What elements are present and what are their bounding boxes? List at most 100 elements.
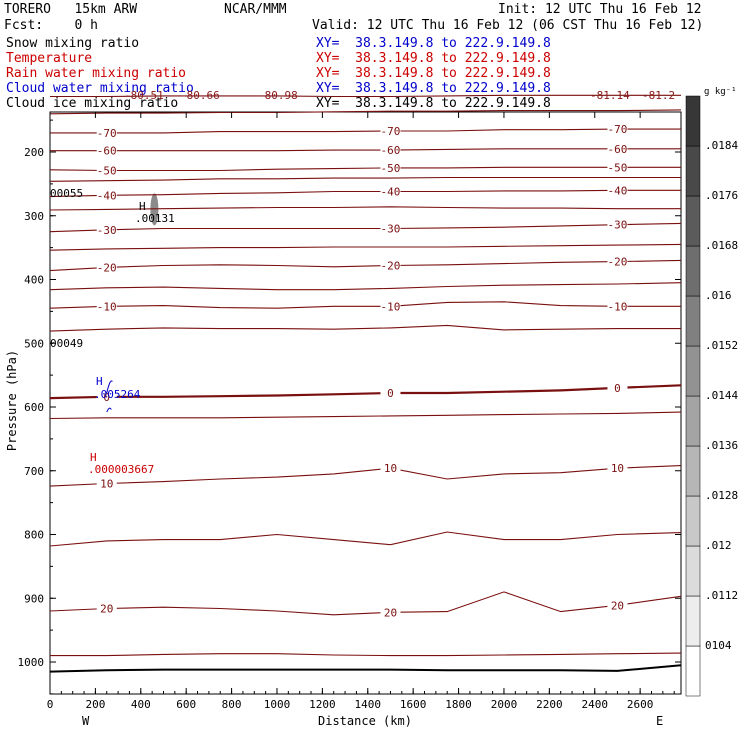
surface-line <box>49 664 682 673</box>
contour-label-bg <box>607 123 628 136</box>
top-label-2: -80.66 <box>180 89 220 102</box>
contour-label: -60 <box>381 144 401 157</box>
colorbar-swatch <box>685 195 701 247</box>
temperature-contour <box>50 148 681 152</box>
temperature-contour <box>49 259 682 272</box>
colorbar-swatch <box>685 545 701 597</box>
temperature-contour <box>49 109 682 115</box>
contour-label-bg <box>96 261 117 274</box>
temperature-contour <box>49 384 682 400</box>
temperature-contour <box>49 465 682 487</box>
colorbar-swatch <box>685 445 701 497</box>
contour-label: 10 <box>100 478 113 491</box>
contour-label-bg <box>607 300 628 313</box>
contour-label: -60 <box>97 145 117 158</box>
contour-label-bg <box>380 185 401 198</box>
temperature-contour <box>49 324 681 332</box>
x-tick-label: 1000 <box>264 698 291 711</box>
x-tick-label: 2000 <box>491 698 518 711</box>
contour-label-bg <box>380 144 401 157</box>
legend-rain-xy: XY= 38.3.149.8 to 222.9.149.8 <box>316 66 551 81</box>
contour-label: -40 <box>381 186 401 199</box>
colorbar-swatch <box>685 295 701 347</box>
snow-maximum-shading <box>150 193 159 226</box>
y-tick-label: 900 <box>24 592 44 605</box>
temperature-contour <box>50 652 682 657</box>
x-tick-label: 400 <box>131 698 151 711</box>
contour-label-bg <box>96 477 117 490</box>
contour-label: -50 <box>381 162 401 175</box>
contour-label-bg <box>607 184 628 197</box>
y-tick-label: 200 <box>24 146 44 159</box>
legend-cloud-water-xy: XY= 38.3.149.8 to 222.9.149.8 <box>316 81 551 96</box>
legend-cloud-water: Cloud water mixing ratio <box>6 81 194 96</box>
cloud-water-contour <box>106 380 113 394</box>
x-tick-label: 2600 <box>627 698 654 711</box>
colorbar-swatch <box>685 595 701 647</box>
y-tick-label: 600 <box>24 401 44 414</box>
colorbar-tick-label: .0144 <box>705 389 738 402</box>
y-tick-label: 500 <box>24 337 44 350</box>
contour-label-bg <box>380 259 401 272</box>
top-label-1: -80.51 <box>124 89 164 102</box>
temperature-contour <box>50 128 681 134</box>
cloud-water-contour <box>106 407 112 413</box>
colorbar-swatch <box>685 145 701 197</box>
contour-label: -50 <box>97 164 117 177</box>
contour-label-bg <box>96 126 117 139</box>
cloud-water-max-h: H <box>96 375 103 388</box>
legend-temperature: Temperature <box>6 51 93 66</box>
contour-label: -10 <box>97 300 117 313</box>
contour-label: 20 <box>611 599 624 612</box>
legend-rain: Rain water mixing ratio <box>6 66 187 81</box>
temperature-contour <box>49 243 682 251</box>
contour-label-bg <box>607 161 628 174</box>
colorbar-tick-label: .0136 <box>705 439 738 452</box>
legend-snow: Snow mixing ratio <box>6 36 140 51</box>
cloud-water-max-value: .005264 <box>94 388 141 401</box>
x-tick-label: 1400 <box>355 698 382 711</box>
y-tick-label: 800 <box>24 529 44 542</box>
colorbar-tick-label: .0128 <box>705 489 738 502</box>
contour-label: -70 <box>381 125 401 138</box>
x-tick-label: 600 <box>176 698 196 711</box>
rain-max-h: H <box>90 451 97 464</box>
contour-label-bg <box>380 161 401 174</box>
contour-label: -20 <box>608 256 628 269</box>
contour-label: -20 <box>381 259 401 272</box>
colorbar-tick-label: .0184 <box>705 139 738 152</box>
contour-label-bg <box>380 124 401 137</box>
contour-label: -30 <box>97 224 117 237</box>
colorbar-swatch <box>685 245 701 297</box>
contour-label: -60 <box>608 143 628 156</box>
contour-label: 20 <box>384 606 397 619</box>
contour-label-bg <box>96 144 117 157</box>
x-tick-label: 200 <box>85 698 105 711</box>
top-label-5: -81.2 <box>642 89 676 102</box>
valid-time: Valid: 12 UTC Thu 16 Feb 12 (06 CST Thu … <box>312 18 704 33</box>
contour-label-bg <box>607 599 628 612</box>
contour-label-bg <box>96 189 117 202</box>
left-value-300: 00055 <box>50 187 84 200</box>
colorbar-tick-label: .0152 <box>705 339 738 352</box>
contour-label-bg <box>380 606 401 619</box>
colorbar-swatch <box>685 645 701 697</box>
top-label-3: -80.98 <box>258 89 298 102</box>
contour-label-bg <box>380 300 401 313</box>
y-tick-label: 1000 <box>18 656 45 669</box>
contour-label: -40 <box>608 184 628 197</box>
colorbar-tick-label: .0176 <box>705 189 738 202</box>
snow-max-h: H <box>139 200 146 213</box>
contour-label: 20 <box>100 602 113 615</box>
contour-label: 10 <box>611 462 624 475</box>
temperature-contour <box>49 222 682 233</box>
contour-label-bg <box>380 222 401 235</box>
contour-label: -50 <box>608 161 628 174</box>
contour-label-bg <box>607 255 628 268</box>
colorbar-swatch <box>685 395 701 447</box>
legend-cloud-ice: Cloud ice mixing ratio <box>6 96 179 111</box>
colorbar-tick-label: 0104 <box>705 639 732 652</box>
temperature-contour <box>49 591 682 616</box>
colorbar: 0104 .0112 .012 .0128 .0136 .0144 .0152 .016 .01… <box>685 95 738 697</box>
contour-label: -40 <box>97 189 117 202</box>
